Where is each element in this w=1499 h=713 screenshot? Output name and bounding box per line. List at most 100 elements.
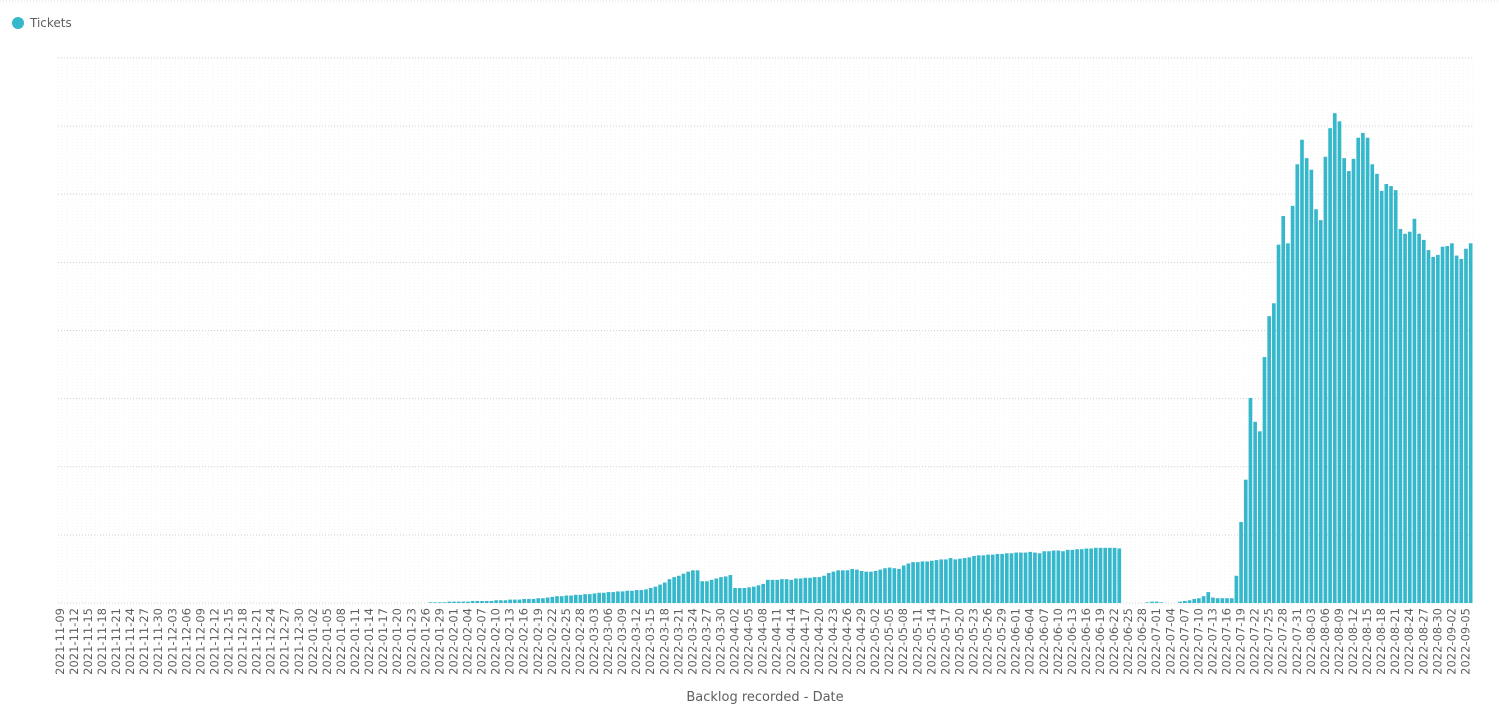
bar (1304, 158, 1309, 604)
bar (513, 599, 517, 603)
bar (705, 581, 709, 603)
bar (1089, 548, 1093, 603)
bar (672, 577, 676, 603)
x-tick-label: 2022-07-13 (1205, 608, 1219, 675)
bar (953, 559, 958, 603)
x-tick-label: 2022-04-05 (742, 608, 756, 675)
x-tick-label: 2022-05-29 (995, 608, 1009, 675)
bar (592, 593, 597, 603)
x-tick-label: 2022-03-24 (685, 608, 699, 675)
x-tick-label: 2021-11-15 (81, 608, 95, 675)
x-tick-label: 2022-01-08 (334, 608, 348, 675)
x-tick-label: 2022-04-29 (854, 608, 868, 675)
bar (737, 588, 742, 603)
bar (616, 591, 620, 603)
bar (794, 578, 798, 603)
bar (1159, 602, 1164, 603)
bar (1192, 598, 1197, 603)
bar (981, 555, 986, 603)
bar (869, 571, 873, 603)
x-tick-label: 2022-08-30 (1430, 608, 1444, 675)
bar (428, 602, 433, 603)
bar (1426, 250, 1431, 604)
bar (798, 578, 803, 603)
x-tick-label: 2022-07-19 (1234, 608, 1248, 675)
bar (915, 562, 920, 603)
bar (840, 570, 845, 603)
x-tick-label: 2022-09-02 (1444, 608, 1458, 675)
bar (906, 563, 911, 603)
bar (1253, 421, 1257, 603)
bar (1403, 233, 1407, 603)
x-tick-label: 2022-05-17 (938, 608, 952, 675)
bar (1445, 246, 1450, 603)
bar (578, 594, 583, 603)
x-tick-label: 2021-12-15 (222, 608, 236, 675)
x-tick-label: 2022-06-19 (1093, 608, 1107, 675)
bar (1351, 158, 1356, 603)
bar (934, 560, 939, 603)
bar (948, 558, 953, 603)
bar (1323, 156, 1328, 603)
x-tick-label: 2022-02-22 (545, 608, 559, 675)
bar (826, 573, 831, 603)
x-tick-label: 2022-04-17 (798, 608, 812, 675)
bar (686, 571, 691, 603)
x-tick-label: 2022-04-20 (812, 608, 826, 675)
x-tick-label: 2022-01-29 (432, 608, 446, 675)
x-tick-label: 2022-05-26 (981, 608, 995, 675)
bar (850, 568, 855, 603)
bar (817, 577, 822, 603)
bar (944, 559, 948, 603)
bar (620, 591, 625, 603)
bar (691, 570, 695, 603)
bar (742, 588, 747, 603)
x-tick-label: 2022-08-03 (1304, 608, 1318, 675)
x-tick-label: 2022-03-12 (629, 608, 643, 675)
bar (442, 602, 447, 603)
x-tick-label: 2021-11-09 (53, 608, 67, 675)
x-tick-label: 2022-07-22 (1248, 608, 1262, 675)
x-tick-label: 2022-03-09 (615, 608, 629, 675)
bar (1389, 186, 1393, 603)
bar (756, 585, 761, 603)
bar (569, 595, 573, 603)
bar (1225, 598, 1229, 603)
bar (583, 594, 587, 603)
x-tick-label: 2022-06-28 (1135, 608, 1149, 675)
bar (751, 586, 756, 603)
bar (1290, 205, 1295, 604)
bar (864, 571, 869, 603)
bar (1464, 248, 1468, 603)
bar (536, 598, 541, 603)
x-tick-label: 2022-04-14 (784, 608, 798, 675)
x-tick-label: 2022-02-13 (503, 608, 517, 675)
bar (1009, 553, 1014, 603)
x-tick-label: 2021-11-18 (95, 608, 109, 675)
x-tick-label: 2022-01-14 (362, 608, 376, 675)
bar (784, 579, 789, 603)
bar (1103, 547, 1108, 603)
bar (972, 555, 976, 603)
x-tick-label: 2022-03-30 (713, 608, 727, 675)
bar (1431, 256, 1436, 603)
bar (461, 601, 466, 603)
bar (1328, 128, 1332, 603)
bar (1295, 164, 1300, 603)
bar (639, 590, 644, 603)
bar (770, 579, 775, 603)
bar (630, 590, 634, 603)
bar (892, 568, 897, 603)
bar (925, 561, 929, 603)
bar (475, 600, 480, 603)
bar (1075, 549, 1079, 603)
bar (789, 579, 794, 603)
bar (1407, 231, 1412, 603)
bar (573, 594, 578, 603)
bar (625, 590, 630, 603)
bar (728, 575, 733, 603)
bar (1370, 164, 1375, 603)
bar (1421, 239, 1426, 604)
